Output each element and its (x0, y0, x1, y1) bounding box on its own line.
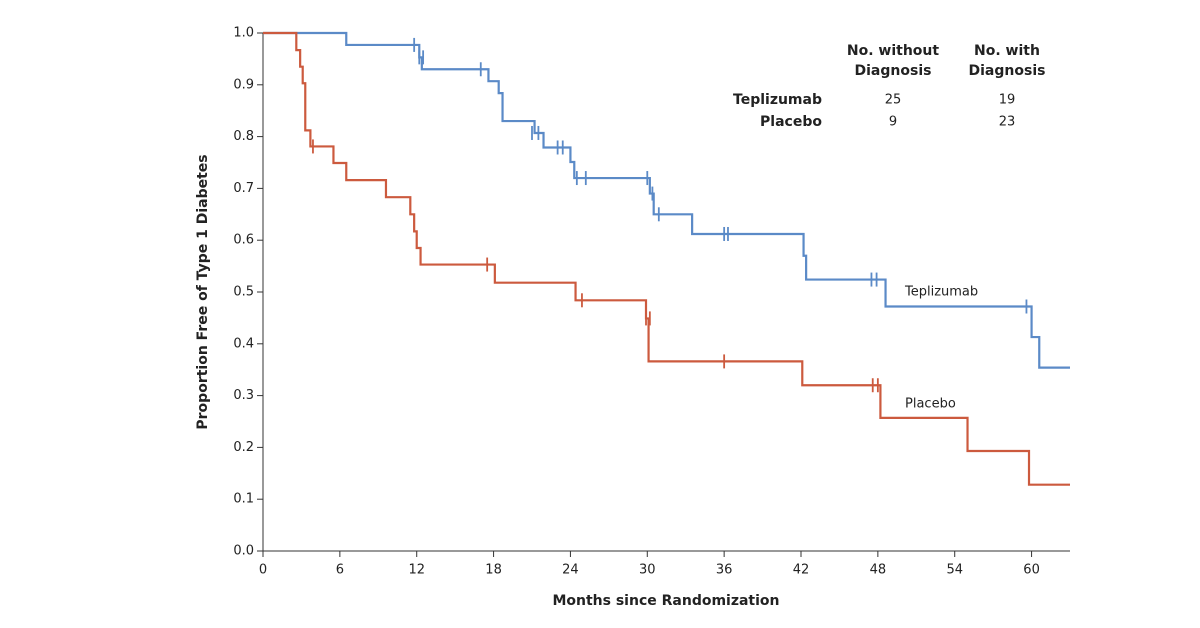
x-tick-label: 0 (259, 563, 267, 578)
y-tick-label: 0.7 (233, 181, 254, 196)
table-cell: 19 (999, 93, 1016, 108)
x-tick-label: 36 (716, 563, 733, 578)
x-axis-label: Months since Randomization (552, 593, 779, 609)
y-tick-label: 0.6 (233, 233, 254, 248)
y-tick-label: 0.9 (233, 77, 254, 92)
series-label: Placebo (905, 397, 956, 412)
y-tick-label: 0.3 (233, 388, 254, 403)
km-curve (263, 31, 1070, 486)
y-tick-label: 0.5 (233, 285, 254, 300)
y-tick-label: 0.4 (233, 336, 254, 351)
table-header: Diagnosis (969, 63, 1046, 79)
x-tick-label: 18 (485, 563, 502, 578)
x-tick-label: 54 (946, 563, 963, 578)
x-tick-label: 42 (793, 563, 810, 578)
y-axis-label: Proportion Free of Type 1 Diabetes (195, 154, 211, 429)
table-header: No. with (974, 43, 1040, 59)
table-header: No. without (847, 43, 940, 59)
table-header: Diagnosis (855, 63, 932, 79)
x-tick-label: 6 (336, 563, 344, 578)
x-tick-label: 48 (870, 563, 887, 578)
table-row-label: Placebo (760, 114, 822, 130)
table-cell: 23 (999, 115, 1016, 130)
series-label: Teplizumab (904, 285, 978, 300)
y-tick-label: 0.2 (233, 440, 254, 455)
x-tick-label: 30 (639, 563, 656, 578)
table-row-label: Teplizumab (733, 92, 822, 108)
x-tick-label: 12 (408, 563, 425, 578)
y-tick-label: 0.0 (233, 544, 254, 559)
x-tick-label: 24 (562, 563, 579, 578)
table-cell: 9 (889, 115, 897, 130)
km-curve (263, 31, 1070, 369)
y-tick-label: 0.8 (233, 129, 254, 144)
table-cell: 25 (885, 93, 902, 108)
y-tick-label: 1.0 (233, 26, 254, 41)
y-tick-label: 0.1 (233, 492, 254, 507)
x-tick-label: 60 (1023, 563, 1040, 578)
